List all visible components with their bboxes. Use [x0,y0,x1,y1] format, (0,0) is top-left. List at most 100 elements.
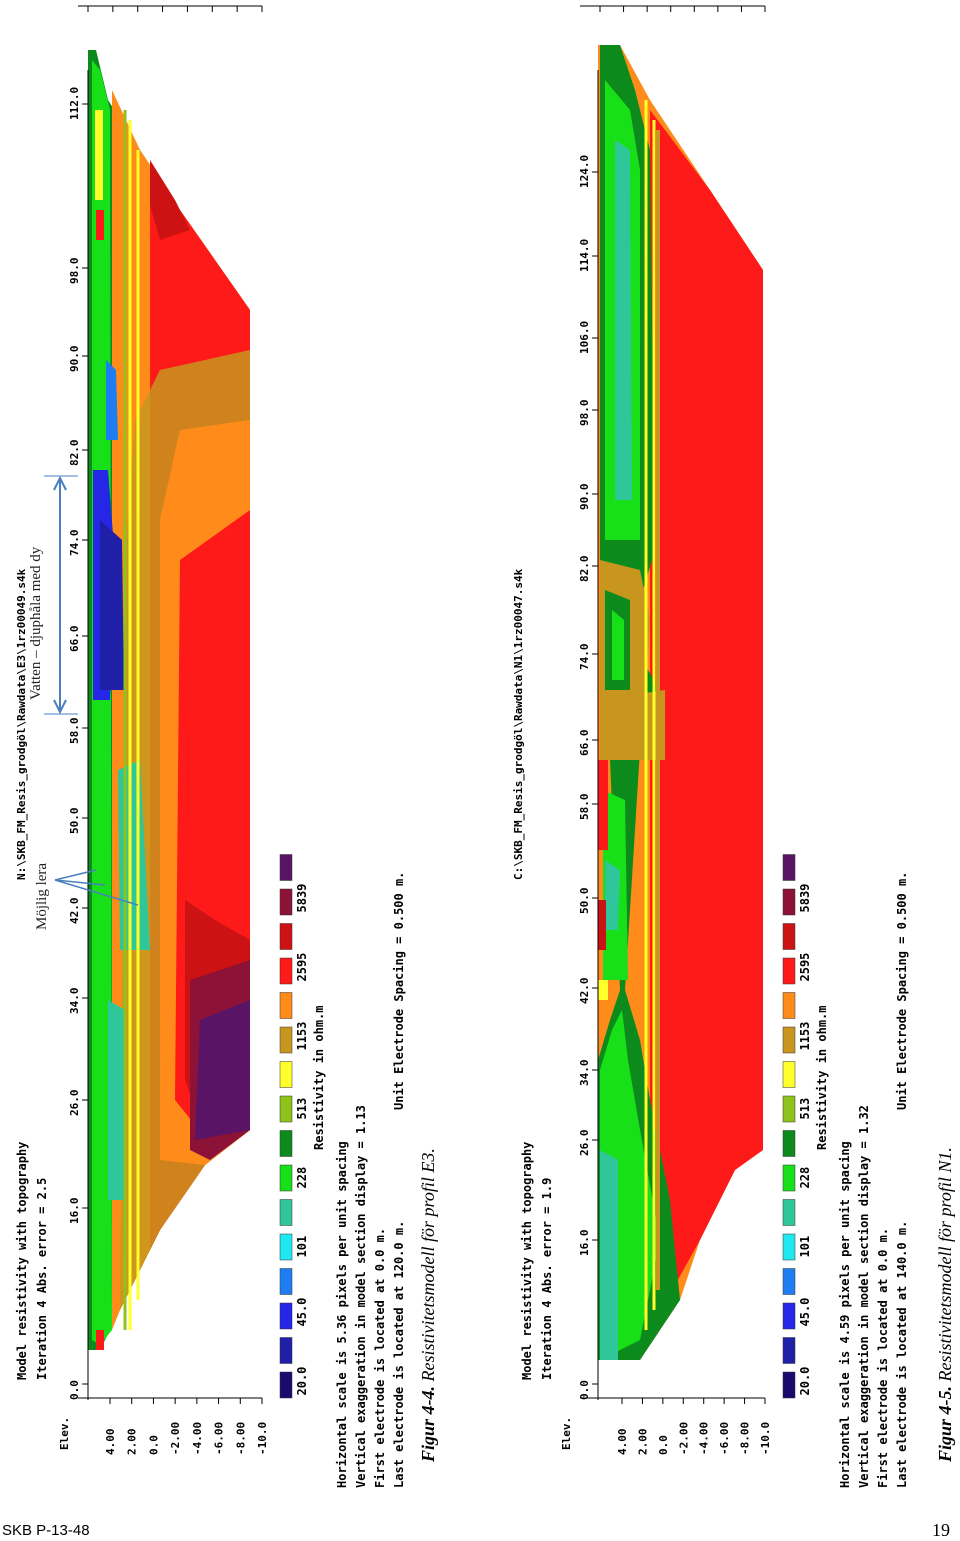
legend-swatch [279,1337,293,1364]
legend-swatch [782,1061,796,1088]
file-path: C:\SKB_FM_Resis_grodgöl\Rawdata\N1\1rz00… [512,568,525,880]
elevation-tick: -2.00 [677,1422,690,1455]
legend-title: Resistivity in ohm.m [815,1005,829,1151]
resistivity-section-n1 [598,45,763,1360]
distance-tick: 98.0 [578,400,591,427]
distance-tick: 42.0 [578,978,591,1005]
distance-tick: 34.0 [68,988,81,1015]
elevation-tick: -6.00 [213,1422,226,1455]
distance-tick: 74.0 [578,644,591,671]
figure-caption: Figur 4-4. Resistivitetsmodell för profi… [418,1148,439,1462]
legend-swatch [279,888,293,916]
water-annotation: Vatten – djuphåla med dy [28,546,44,700]
page-footer: SKB P-13-48 19 [0,1520,960,1540]
info-line-2: Iteration 4 Abs. error = 2.5 [35,1177,49,1380]
distance-tick: 50.0 [68,808,81,835]
elevation-tick: 4.00 [104,1429,117,1456]
legend-e3: 20.0 45.0 101 228 513 1153 2595 5839 [279,854,309,1399]
scale-line-1: Horizontal scale is 4.59 pixels per unit… [838,1141,852,1488]
distance-axis-n1: 0.0 16.0 26.0 34.0 42.0 50.0 58.0 66.0 74.0 82.0 9… [578,70,599,1400]
distance-tick: 34.0 [578,1060,591,1087]
legend-value: 20.0 [295,1367,309,1396]
water-annotation-arrow [44,475,78,715]
legend-title: Resistivity in ohm.m [312,1005,326,1151]
legend-value: 45.0 [798,1298,812,1327]
legend-swatch [782,1199,796,1226]
distance-tick: 90.0 [578,484,591,511]
elevation-title: Elev. [560,1417,573,1450]
electrode-spacing: Unit Electrode Spacing = 0.500 m. [895,871,909,1110]
elevation-tick: 0.0 [657,1435,670,1455]
scale-line-2: Vertical exaggeration in model section d… [857,1105,871,1488]
legend-value: 513 [798,1098,812,1120]
figure-e3-text: N:\SKB_FM_Resis_grodgöl\Rawdata\E3\1rz00… [15,546,439,1488]
report-id: SKB P-13-48 [2,1522,90,1539]
depth-axis-top-n1 [580,5,766,12]
elevation-tick: 4.00 [616,1429,629,1456]
distance-tick: 66.0 [578,730,591,757]
legend-swatch [279,1371,293,1399]
figure-n1: Elev. 4.00 2.00 0.0 -2.00 -4.00 -6.00 -8.00 -10.… [560,5,812,1456]
legend-swatch [279,1095,293,1123]
elevation-axis-n1: Elev. 4.00 2.00 0.0 -2.00 -4.00 -6.00 -8.00 -10.… [560,1397,772,1456]
electrode-spacing: Unit Electrode Spacing = 0.500 m. [392,871,406,1110]
legend-value: 101 [798,1236,812,1258]
distance-tick: 90.0 [68,346,81,373]
elevation-tick: -10.0 [256,1422,269,1455]
scale-line-2: Vertical exaggeration in model section d… [354,1105,368,1488]
legend-swatch [782,888,796,916]
legend-value: 5839 [295,884,309,913]
legend-value: 101 [295,1236,309,1258]
distance-tick: 66.0 [68,626,81,653]
info-line-2: Iteration 4 Abs. error = 1.9 [540,1177,554,1380]
distance-tick: 114.0 [578,239,591,272]
legend-swatch [782,1130,796,1157]
elevation-tick: -4.00 [698,1422,711,1455]
scale-line-4: Last electrode is located at 140.0 m. [895,1220,909,1488]
caption-text: Resistivitetsmodell för profil N1. [935,1147,955,1382]
legend-swatch [279,1164,293,1192]
distance-tick: 0.0 [68,1380,81,1400]
legend-swatch [279,1061,293,1088]
legend-swatch [279,1026,293,1054]
depth-axis-top [78,5,263,12]
legend-swatch [782,1371,796,1399]
elevation-tick: 2.00 [126,1429,139,1456]
legend-value: 5839 [798,884,812,913]
legend-swatch [782,992,796,1019]
distance-tick: 16.0 [68,1198,81,1225]
clay-annotation-arrows [54,869,139,906]
legend-swatch [279,957,293,985]
legend-swatch [279,923,293,950]
info-line-1: Model resistivity with topography [520,1141,534,1380]
legend-value: 2595 [798,953,812,982]
legend-value: 228 [295,1167,309,1189]
figure-n1-text: C:\SKB_FM_Resis_grodgöl\Rawdata\N1\1rz00… [500,0,960,1505]
distance-tick: 50.0 [578,888,591,915]
caption-text: Resistivitetsmodell för profil E3. [418,1148,438,1382]
elevation-tick: 2.00 [636,1429,649,1456]
distance-tick: 112.0 [68,87,81,120]
distance-axis-e3: 0.0 16.0 26.0 34.0 42.0 50.0 58.0 66.0 74.0 82.0 9… [68,70,89,1400]
legend-swatch [279,1302,293,1330]
distance-tick: 58.0 [68,718,81,745]
legend-value: 2595 [295,953,309,982]
legend-value: 228 [798,1167,812,1189]
elevation-tick: -2.00 [169,1422,182,1455]
distance-tick: 106.0 [578,321,591,354]
legend-swatch [782,923,796,950]
scale-line-4: Last electrode is located at 120.0 m. [392,1220,406,1488]
file-path: N:\SKB_FM_Resis_grodgöl\Rawdata\E3\1rz00… [15,568,28,880]
elevation-title: Elev. [58,1417,71,1450]
legend-value: 1153 [798,1022,812,1051]
legend-swatch [782,1268,796,1295]
legend-value: 1153 [295,1022,309,1051]
figure-e3: Elev. 4.00 2.00 0.0 -2.00 -4.00 -6.00 -8.00 -10.… [44,5,309,1456]
elevation-tick: -10.0 [759,1422,772,1455]
legend-swatch [279,854,293,881]
clay-annotation: Möjlig lera [34,862,50,930]
legend-swatch [782,1026,796,1054]
legend-swatch [782,1337,796,1364]
scale-line-1: Horizontal scale is 5.36 pixels per unit… [335,1141,349,1488]
elevation-tick: -6.00 [718,1422,731,1455]
